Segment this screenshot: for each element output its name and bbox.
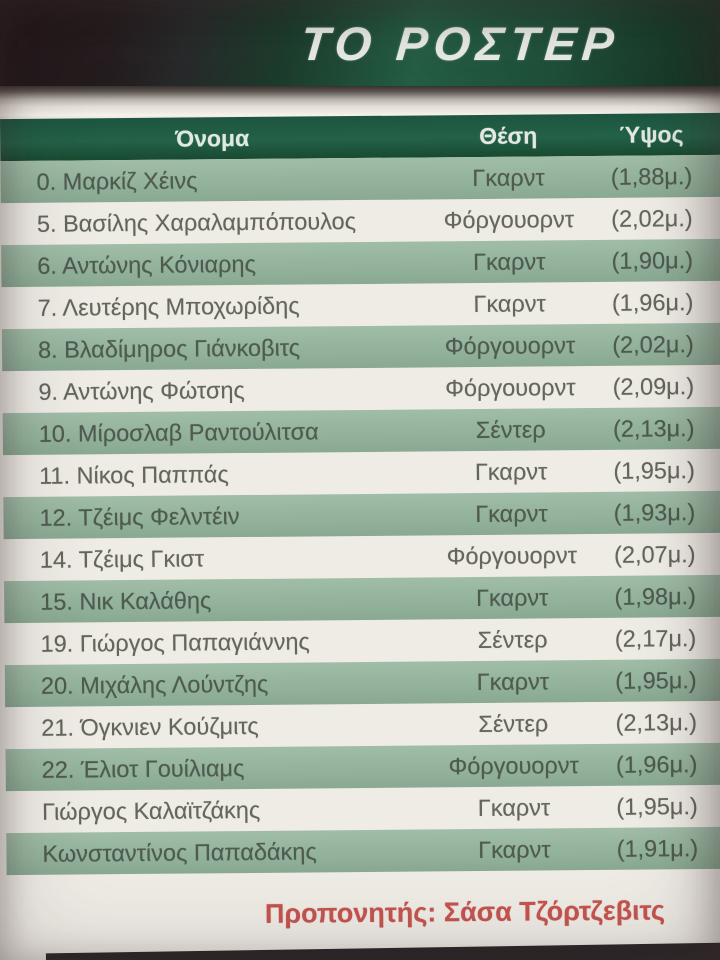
player-name: 9. Αντώνης Φώτσης <box>38 376 245 405</box>
player-name: 0. Μαρκίζ Χέινς <box>36 166 198 195</box>
player-position: Γκαρντ <box>478 835 551 863</box>
player-position: Γκαρντ <box>473 289 546 317</box>
player-height: (2,09μ.) <box>612 372 695 400</box>
table-row: 5. Βασίλης Χαραλαμπόπουλος Φόργουορντ (2… <box>1 197 720 245</box>
page-title: ΤΟ ΡΟΣΤΕΡ <box>298 16 622 70</box>
player-position: Φόργουορντ <box>443 205 575 233</box>
player-height: (2,07μ.) <box>613 540 696 568</box>
player-height: (2,02μ.) <box>611 204 693 232</box>
table-row: 6. Αντώνης Κόνιαρης Γκαρντ (1,90μ.) <box>1 238 720 288</box>
table-row: Κωνσταντίνος Παπαδάκης Γκαρντ (1,91μ.) <box>6 826 720 876</box>
player-position: Γκαρντ <box>477 793 551 821</box>
player-position: Γκαρντ <box>472 247 546 275</box>
player-name: 20. Μιχάλης Λούντζης <box>40 670 269 699</box>
player-name: 19. Γιώργος Παπαγιάννης <box>40 627 310 657</box>
player-position: Σέντερ <box>475 415 546 443</box>
roster-table-body: 0. Μαρκίζ Χέινς Γκαρντ (1,88μ.) 5. Βασίλ… <box>0 154 720 876</box>
player-height: (1,95μ.) <box>615 666 697 694</box>
player-position: Γκαρντ <box>475 583 549 611</box>
player-height: (1,95μ.) <box>613 456 695 484</box>
player-height: (1,91μ.) <box>616 834 699 862</box>
table-row: 22. Έλιοτ Γουίλιαμς Φόργουορντ (1,96μ.) <box>5 742 720 792</box>
player-position: Φόργουορντ <box>445 373 576 401</box>
table-row: 11. Νίκος Παππάς Γκαρντ (1,95μ.) <box>3 449 720 497</box>
player-height: (1,96μ.) <box>615 750 698 778</box>
table-row: 15. Νικ Καλάθης Γκαρντ (1,98μ.) <box>4 574 720 624</box>
column-header-position: Θέση <box>479 121 538 149</box>
table-row: 21. Όγκνιεν Κούζμιτς Σέντερ (2,13μ.) <box>5 701 720 749</box>
player-height: (1,95μ.) <box>616 792 698 820</box>
table-row: 9. Αντώνης Φώτσης Φόργουορντ (2,09μ.) <box>2 365 720 413</box>
table-header-row: Όνομα Θέση Ύψος <box>0 112 720 162</box>
table-row: 7. Λευτέρης Μποχωρίδης Γκαρντ (1,96μ.) <box>1 281 720 329</box>
player-name: 11. Νίκος Παππάς <box>39 460 229 489</box>
player-name: Γιώργος Καλαϊτζάκης <box>41 796 261 825</box>
table-row: Γιώργος Καλαϊτζάκης Γκαρντ (1,95μ.) <box>6 785 720 833</box>
player-name: Κωνσταντίνος Παπαδάκης <box>42 837 317 867</box>
table-row: 12. Τζέιμς Φελντέιν Γκαρντ (1,93μ.) <box>3 490 720 540</box>
player-name: 22. Έλιοτ Γουίλιαμς <box>41 754 245 783</box>
player-position: Γκαρντ <box>476 667 550 695</box>
player-name: 6. Αντώνης Κόνιαρης <box>37 250 256 279</box>
player-name: 10. Μίροσλαβ Ραντούλιτσα <box>38 417 319 447</box>
table-row: 10. Μίροσλαβ Ραντούλιτσα Σέντερ (2,13μ.) <box>2 406 720 456</box>
player-position: Φόργουορντ <box>444 331 576 359</box>
player-height: (2,13μ.) <box>615 708 698 736</box>
roster-table: Όνομα Θέση Ύψος 0. Μαρκίζ Χέινς Γκαρντ (… <box>0 112 720 932</box>
divider-strip <box>0 86 720 116</box>
player-name: 5. Βασίλης Χαραλαμπόπουλος <box>36 207 357 237</box>
player-height: (1,93μ.) <box>613 498 696 526</box>
table-row: 0. Μαρκίζ Χέινς Γκαρντ (1,88μ.) <box>0 154 720 204</box>
title-band: ΤΟ ΡΟΣΤΕΡ <box>0 0 720 86</box>
player-name: 15. Νικ Καλάθης <box>40 586 212 615</box>
player-height: (1,90μ.) <box>611 246 694 274</box>
column-header-height: Ύψος <box>618 120 684 148</box>
player-height: (1,88μ.) <box>610 162 693 190</box>
column-header-name: Όνομα <box>175 124 250 152</box>
player-name: 8. Βλαδίμηρος Γιάνκοβιτς <box>37 334 301 363</box>
coach-label: Προπονητής: <box>264 897 437 929</box>
player-position: Γκαρντ <box>474 457 548 485</box>
player-position: Φόργουορντ <box>448 751 579 779</box>
bottom-edge-shadow <box>45 942 720 960</box>
coach-name: Σάσα Τζόρτζεβιτς <box>443 895 666 928</box>
player-position: Σέντερ <box>477 625 548 653</box>
table-row: 19. Γιώργος Παπαγιάννης Σέντερ (2,17μ.) <box>4 617 720 665</box>
player-name: 7. Λευτέρης Μποχωρίδης <box>37 292 300 321</box>
player-position: Φόργουορντ <box>446 541 578 569</box>
player-height: (2,17μ.) <box>614 624 697 652</box>
player-position: Γκαρντ <box>472 163 545 191</box>
player-name: 14. Τζέιμς Γκιστ <box>39 544 205 573</box>
player-height: (1,96μ.) <box>611 288 694 316</box>
player-name: 21. Όγκνιεν Κούζμιτς <box>41 712 259 741</box>
player-height: (1,98μ.) <box>614 582 697 610</box>
player-name: 12. Τζέιμς Φελντέιν <box>39 502 240 531</box>
player-position: Σέντερ <box>478 709 549 737</box>
player-height: (2,13μ.) <box>612 414 695 442</box>
table-row: 8. Βλαδίμηρος Γιάνκοβιτς Φόργουορντ (2,0… <box>1 322 720 372</box>
table-row: 14. Τζέιμς Γκιστ Φόργουορντ (2,07μ.) <box>4 533 720 581</box>
player-position: Γκαρντ <box>475 499 548 527</box>
coach-line: Προπονητής: Σάσα Τζόρτζεβιτς <box>7 895 720 932</box>
table-row: 20. Μιχάλης Λούντζης Γκαρντ (1,95μ.) <box>4 658 720 708</box>
player-height: (2,02μ.) <box>612 330 694 358</box>
